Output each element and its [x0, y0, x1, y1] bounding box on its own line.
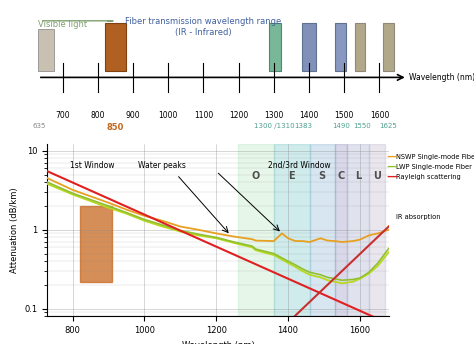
- Line: Rayleigh: Rayleigh: [47, 171, 389, 324]
- Rayleigh: [369, 314, 374, 318]
- Text: IR absorption: IR absorption: [396, 214, 440, 220]
- Bar: [335, 144, 347, 316]
- Text: 1490: 1490: [332, 123, 350, 129]
- Bar: [336, 23, 346, 72]
- Text: C: C: [337, 171, 345, 181]
- Rayleigh: [386, 322, 392, 326]
- Bar: [302, 23, 316, 72]
- Rayleigh: [45, 169, 50, 173]
- Bar: [347, 144, 369, 316]
- Text: 1000: 1000: [158, 111, 178, 120]
- Text: S: S: [319, 171, 326, 181]
- Bar: [80, 206, 112, 282]
- Text: Visible light: Visible light: [38, 20, 87, 29]
- Text: E: E: [288, 171, 295, 181]
- Text: 1300 /1310: 1300 /1310: [254, 123, 294, 129]
- Bar: [369, 144, 385, 316]
- Text: Water peaks: Water peaks: [138, 161, 186, 170]
- Bar: [310, 144, 335, 316]
- Text: NSWP Single-mode Fiber: NSWP Single-mode Fiber: [396, 153, 474, 160]
- Text: 1st Window: 1st Window: [70, 161, 115, 170]
- Text: LWP Single-mode Fiber: LWP Single-mode Fiber: [396, 164, 472, 170]
- Rayleigh: [108, 197, 114, 202]
- Bar: [269, 23, 281, 72]
- Text: U: U: [373, 171, 381, 181]
- Bar: [273, 144, 310, 316]
- Text: 1400: 1400: [300, 111, 319, 120]
- Text: 1500: 1500: [335, 111, 354, 120]
- Text: 800: 800: [91, 111, 105, 120]
- Text: —: —: [386, 151, 397, 162]
- Text: 700: 700: [55, 111, 70, 120]
- Text: Rayleigh scattering: Rayleigh scattering: [396, 174, 461, 180]
- Text: 900: 900: [126, 111, 140, 120]
- Text: 1625: 1625: [379, 123, 397, 129]
- Bar: [105, 23, 126, 72]
- Text: Fiber transmission wavelength range
(IR - Infrared): Fiber transmission wavelength range (IR …: [125, 17, 282, 36]
- Rayleigh: [65, 179, 71, 183]
- Rayleigh: [58, 175, 64, 180]
- Bar: [383, 23, 393, 72]
- Text: 1383: 1383: [294, 123, 312, 129]
- Text: 850: 850: [107, 123, 124, 132]
- Text: 1300: 1300: [264, 111, 283, 120]
- Bar: [38, 29, 54, 72]
- Bar: [238, 144, 273, 316]
- Text: 635: 635: [33, 123, 46, 129]
- X-axis label: Wavelength (nm): Wavelength (nm): [182, 341, 255, 344]
- Text: L: L: [355, 171, 361, 181]
- Text: 1600: 1600: [370, 111, 389, 120]
- Rayleigh: [356, 309, 362, 313]
- Text: Wavelength (nm): Wavelength (nm): [410, 73, 474, 82]
- Text: 1550: 1550: [353, 123, 371, 129]
- Text: 1200: 1200: [229, 111, 248, 120]
- Y-axis label: Attenuation (dB/km): Attenuation (dB/km): [10, 188, 19, 273]
- Bar: [355, 23, 365, 72]
- Text: 1100: 1100: [194, 111, 213, 120]
- Rayleigh: [136, 210, 141, 214]
- Text: O: O: [252, 171, 260, 181]
- Text: 2nd/3rd Window: 2nd/3rd Window: [267, 161, 330, 170]
- Text: —: —: [386, 172, 397, 182]
- Text: —: —: [386, 162, 397, 172]
